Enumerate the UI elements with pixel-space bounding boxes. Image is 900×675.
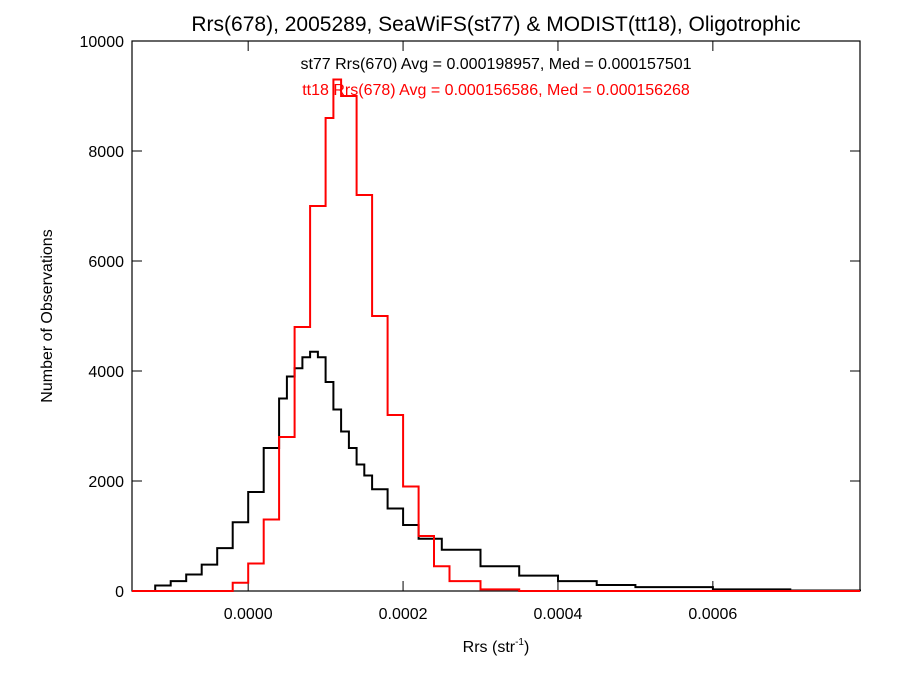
y-tick-label: 10000 (80, 34, 125, 51)
series-layer (132, 78, 861, 592)
y-tick-label: 8000 (88, 144, 124, 161)
series-line-0 (132, 350, 861, 592)
y-tick-label: 6000 (88, 254, 124, 271)
x-tick-label: 0.0000 (224, 606, 273, 623)
x-tick-label: 0.0002 (379, 606, 428, 623)
y-tick-label: 4000 (88, 364, 124, 381)
x-axis-label: Rrs (str-1) (463, 637, 530, 656)
stats-line-tt18: tt18 Rrs(678) Avg = 0.000156586, Med = 0… (302, 82, 690, 99)
x-tick-label: 0.0006 (688, 606, 737, 623)
y-tick-label: 0 (115, 584, 124, 601)
y-tick-label: 2000 (88, 474, 124, 491)
stats-line-st77: st77 Rrs(670) Avg = 0.000198957, Med = 0… (300, 56, 691, 73)
y-axis: 0 2000 4000 6000 8000 10000 (80, 34, 860, 601)
x-tick-label: 0.0004 (533, 606, 582, 623)
x-axis: 0.0000 0.0002 0.0004 0.0006 (224, 41, 737, 623)
series-line-1 (132, 78, 860, 592)
plot-frame (131, 40, 861, 592)
chart-title: Rrs(678), 2005289, SeaWiFS(st77) & MODIS… (191, 13, 800, 36)
y-axis-label: Number of Observations (39, 229, 56, 402)
